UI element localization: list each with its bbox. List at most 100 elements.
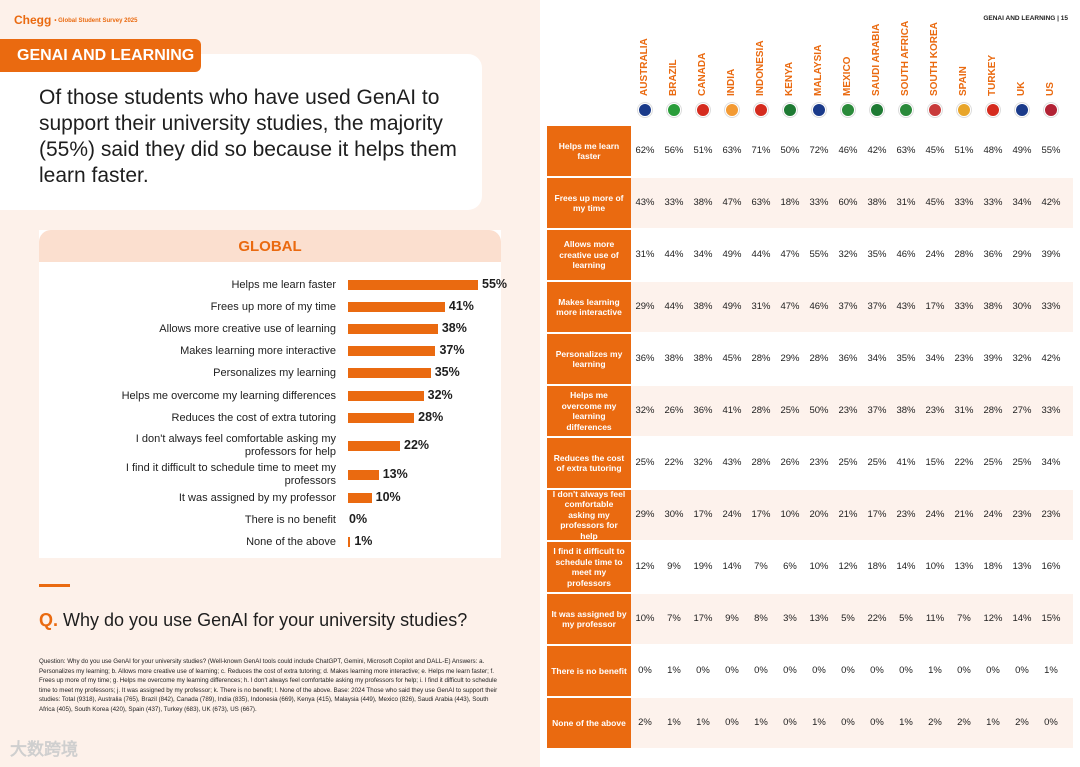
table-cell: 0% [812,665,826,676]
table-cell: 56% [664,145,684,156]
table-cell: 32% [838,249,858,260]
bar-label: It was assigned by my professor [178,491,336,504]
bar-label: None of the above [246,535,336,548]
column-header: MEXICO [842,56,853,96]
table-cell: 14% [1012,613,1032,624]
bar [348,493,372,503]
table-cell: 17% [693,509,713,520]
flag-icon [638,103,652,117]
table-cell: 0% [754,665,768,676]
table-cell: 38% [693,353,713,364]
table-cell: 45% [925,197,945,208]
table-cell: 45% [925,145,945,156]
table-cell: 49% [722,249,742,260]
bar-label: I find it difficult to schedule time to … [125,462,336,487]
column-header: CANADA [697,52,708,96]
bar [348,280,478,290]
flag-icon [725,103,739,117]
table-cell: 24% [925,509,945,520]
table-cell: 29% [1012,249,1032,260]
table-row [547,594,1073,644]
table-cell: 23% [838,405,858,416]
table-cell: 39% [983,353,1003,364]
table-row [547,386,1073,436]
bar [348,346,436,356]
table-cell: 51% [954,145,974,156]
table-cell: 25% [1012,457,1032,468]
table-cell: 23% [1012,509,1032,520]
table-cell: 25% [838,457,858,468]
table-cell: 13% [809,613,829,624]
flag-icon [986,103,1000,117]
table-cell: 33% [954,197,974,208]
table-cell: 0% [870,717,884,728]
bar-value-label: 28% [418,410,444,424]
flag-icon [841,103,855,117]
table-cell: 49% [722,301,742,312]
table-cell: 25% [780,405,800,416]
table-cell: 26% [780,457,800,468]
table-cell: 5% [899,613,913,624]
table-cell: 36% [693,405,713,416]
table-cell: 34% [1041,457,1061,468]
footnote: Question: Why do you use GenAI for your … [39,658,498,713]
flag-icon [870,103,884,117]
bar-label: Frees up more of my time [210,300,336,313]
table-cell: 62% [635,145,655,156]
table-cell: 3% [783,613,797,624]
table-cell: 0% [725,665,739,676]
row-label: Makes learning more interactive [547,282,631,332]
table-cell: 0% [899,665,913,676]
bar-value-label: 13% [382,467,408,481]
table-cell: 0% [638,665,652,676]
table-cell: 42% [1041,197,1061,208]
table-cell: 12% [635,561,655,572]
table-cell: 48% [983,145,1003,156]
table-cell: 7% [667,613,681,624]
table-cell: 46% [838,145,858,156]
bar [348,302,445,312]
table-cell: 34% [693,249,713,260]
table-cell: 10% [809,561,829,572]
row-label: There is no benefit [547,646,631,696]
table-cell: 18% [983,561,1003,572]
table-cell: 0% [841,717,855,728]
table-cell: 47% [780,301,800,312]
bar-label: Personalizes my learning [213,366,336,379]
table-cell: 29% [635,301,655,312]
flag-icon [783,103,797,117]
table-cell: 23% [954,353,974,364]
table-cell: 47% [780,249,800,260]
table-cell: 43% [896,301,916,312]
brand: Chegg • Global Student Survey 2025 [14,13,137,27]
column-header: KENYA [784,61,795,96]
table-cell: 37% [838,301,858,312]
table-cell: 17% [925,301,945,312]
bar [348,470,379,480]
brand-logo: Chegg [14,13,52,27]
bar-label: Helps me overcome my learning difference… [121,389,336,402]
table-cell: 19% [693,561,713,572]
table-cell: 33% [1041,301,1061,312]
table-cell: 35% [896,353,916,364]
table-cell: 25% [635,457,655,468]
table-cell: 17% [751,509,771,520]
table-cell: 13% [954,561,974,572]
table-cell: 35% [867,249,887,260]
table-cell: 33% [1041,405,1061,416]
table-cell: 63% [896,145,916,156]
table-cell: 0% [957,665,971,676]
table-cell: 0% [783,665,797,676]
table-cell: 0% [841,665,855,676]
row-label: Personalizes my learning [547,334,631,384]
table-cell: 28% [751,353,771,364]
table-cell: 42% [1041,353,1061,364]
table-cell: 55% [809,249,829,260]
table-cell: 14% [722,561,742,572]
bar-value-label: 10% [375,490,401,504]
table-cell: 10% [780,509,800,520]
flag-icon [696,103,710,117]
table-cell: 30% [1012,301,1032,312]
table-cell: 23% [896,509,916,520]
bar-label: There is no benefit [244,513,336,526]
